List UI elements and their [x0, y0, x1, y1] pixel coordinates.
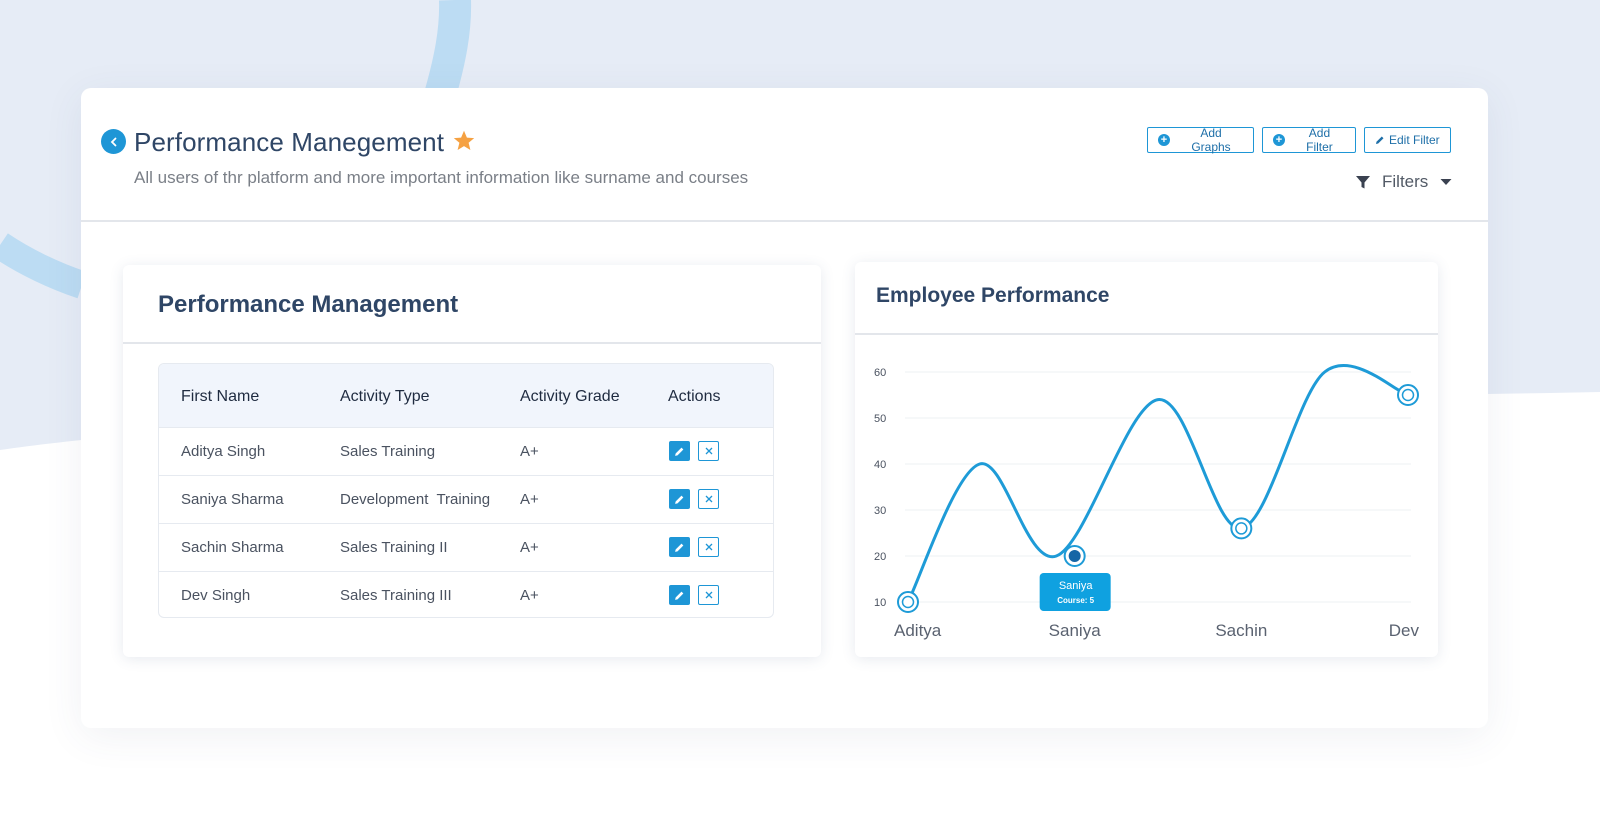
pencil-icon — [675, 591, 684, 600]
y-tick-label: 10 — [874, 597, 886, 609]
series-line — [906, 364, 1410, 604]
data-point-marker-inner — [1235, 522, 1248, 535]
performance-table: First Name Activity Type Activity Grade … — [158, 363, 774, 618]
delete-button[interactable] — [698, 537, 719, 557]
page-header: Performance Manegement All users of thr … — [81, 88, 1488, 222]
table-header: First Name Activity Type Activity Grade … — [159, 364, 773, 427]
add-filter-label: Add Filter — [1306, 126, 1333, 154]
y-tick-label: 40 — [874, 459, 886, 471]
column-header-activity-type: Activity Type — [340, 388, 430, 405]
cell-first-name: Sachin Sharma — [181, 539, 284, 556]
table-row: Sachin Sharma Sales Training II A+ — [159, 523, 773, 571]
tooltip-detail: Course: 5 — [1057, 596, 1094, 605]
x-tick-label: Aditya — [894, 621, 942, 640]
funnel-icon — [1356, 176, 1370, 189]
edit-filter-button[interactable]: Edit Filter — [1364, 127, 1451, 153]
caret-down-icon — [1440, 179, 1452, 185]
x-tick-label: Saniya — [1049, 621, 1102, 640]
chevron-left-icon — [110, 137, 116, 146]
divider — [855, 333, 1438, 335]
pencil-icon — [675, 543, 684, 552]
add-filter-button[interactable]: + Add Filter — [1262, 126, 1356, 154]
cell-activity-type: Sales Training II — [340, 539, 448, 556]
employee-performance-chart: 10 20 30 40 50 60 Aditya Saniya Sachin Dev Saniya C… — [874, 364, 1420, 640]
table-row: Saniya Sharma Development Training A+ — [159, 475, 773, 523]
y-tick-label: 20 — [874, 551, 886, 563]
pencil-icon — [675, 495, 684, 504]
data-point-marker-inner — [901, 595, 915, 609]
chart-card-title: Employee Performance — [876, 284, 1110, 307]
y-tick-label: 50 — [874, 413, 886, 425]
plus-circle-icon: + — [1273, 134, 1285, 146]
cell-activity-type: Development Training — [340, 491, 491, 508]
delete-button[interactable] — [698, 441, 719, 461]
edit-button[interactable] — [669, 537, 690, 557]
add-graphs-button[interactable]: + Add Graphs — [1147, 126, 1254, 154]
page-subtitle: All users of thr platform and more impor… — [134, 168, 749, 187]
y-tick-label: 60 — [874, 367, 886, 379]
cell-grade: A+ — [520, 491, 539, 508]
close-icon — [705, 543, 712, 551]
add-graphs-label: Add Graphs — [1191, 126, 1231, 154]
cell-grade: A+ — [520, 443, 539, 460]
x-tick-label: Sachin — [1215, 621, 1267, 640]
table-row: Aditya Singh Sales Training A+ — [159, 427, 773, 475]
table-row: Dev Singh Sales Training III A+ — [159, 571, 773, 617]
x-tick-label: Dev — [1389, 621, 1420, 640]
cell-first-name: Saniya Sharma — [181, 491, 284, 508]
column-header-first-name: First Name — [181, 388, 260, 405]
edit-button[interactable] — [669, 441, 690, 461]
close-icon — [705, 591, 712, 599]
main-card: Performance Manegement All users of thr … — [81, 88, 1488, 728]
pencil-icon — [1376, 136, 1384, 144]
chart-tooltip — [1039, 573, 1111, 611]
y-tick-label: 30 — [874, 505, 886, 517]
divider — [123, 342, 821, 344]
cell-first-name: Aditya Singh — [181, 443, 266, 460]
tooltip-title: Saniya — [1059, 580, 1094, 592]
employee-performance-card: Employee Performance 10 20 30 40 50 60 Aditya S… — [855, 262, 1438, 657]
close-icon — [705, 447, 712, 455]
star-icon[interactable] — [452, 129, 476, 153]
pencil-icon — [675, 447, 684, 456]
cell-first-name: Dev Singh — [181, 587, 251, 604]
delete-button[interactable] — [698, 585, 719, 605]
performance-table-card: Performance Management First Name Activi… — [123, 265, 821, 657]
cell-activity-type: Sales Training III — [340, 587, 452, 604]
data-point-marker-inner — [1401, 388, 1415, 402]
plus-circle-icon: + — [1158, 134, 1170, 146]
cell-grade: A+ — [520, 587, 539, 604]
delete-button[interactable] — [698, 489, 719, 509]
edit-filter-label: Edit Filter — [1389, 133, 1440, 147]
table-card-title: Performance Management — [158, 291, 459, 318]
back-button[interactable] — [101, 129, 126, 154]
cell-grade: A+ — [520, 539, 539, 556]
filters-label: Filters — [1382, 172, 1429, 191]
close-icon — [705, 495, 712, 503]
column-header-actions: Actions — [668, 388, 721, 405]
data-point-marker-active — [1068, 550, 1081, 562]
edit-button[interactable] — [669, 585, 690, 605]
edit-button[interactable] — [669, 489, 690, 509]
filters-dropdown[interactable]: Filters — [1355, 172, 1452, 192]
cell-activity-type: Sales Training — [340, 443, 436, 460]
page-title: Performance Manegement — [134, 127, 445, 157]
column-header-activity-grade: Activity Grade — [520, 388, 620, 405]
